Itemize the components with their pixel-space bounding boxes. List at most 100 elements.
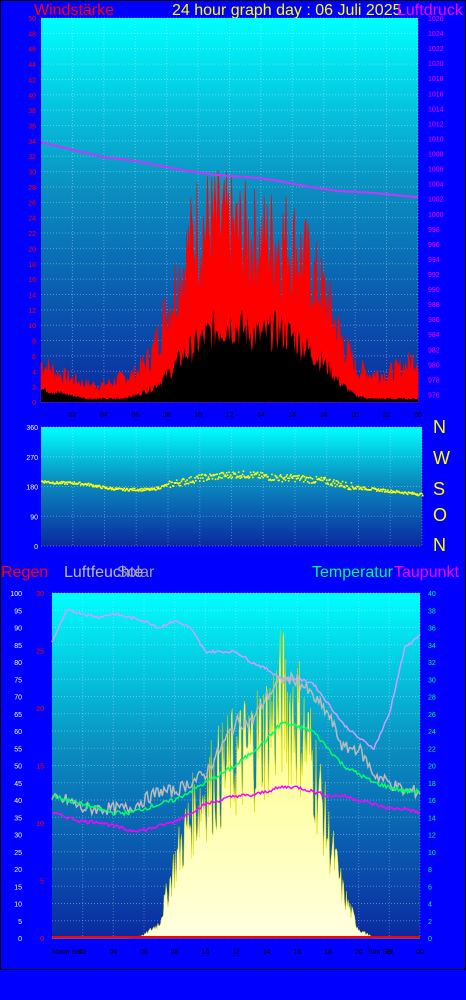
direction-point [323, 478, 326, 481]
direction-point [370, 489, 372, 491]
direction-point [260, 475, 263, 478]
direction-point [237, 476, 239, 478]
wind-y-tick-label: 34 [28, 139, 36, 146]
direction-point [372, 487, 375, 489]
direction-point [77, 482, 80, 485]
direction-point [273, 478, 276, 481]
direction-point [140, 490, 142, 492]
direction-point [359, 487, 361, 490]
direction-point [106, 487, 108, 489]
direction-point [119, 487, 122, 490]
wind-y-tick-label: 24 [28, 216, 36, 223]
direction-point [413, 492, 415, 494]
direction-point [179, 484, 182, 487]
direction-point [123, 487, 126, 490]
direction-point [360, 486, 362, 489]
wind-y-tick-label: 46 [28, 47, 36, 54]
direction-point [288, 477, 291, 480]
compass-south: S [433, 479, 446, 499]
humidity-y-tick-label: 95 [14, 608, 22, 615]
temperature-y-tick-label: 34 [428, 643, 436, 650]
direction-point [79, 481, 81, 484]
direction-y-tick-label: 180 [26, 485, 38, 492]
pressure-label: Luftdruck [397, 2, 463, 19]
direction-point [252, 471, 255, 473]
direction-point [389, 491, 392, 493]
direction-point [179, 482, 181, 484]
direction-point [156, 488, 159, 490]
direction-point [238, 475, 241, 478]
direction-point [88, 484, 91, 487]
direction-point [298, 474, 300, 477]
humidity-y-tick-label: 60 [14, 729, 22, 736]
pressure-y-tick-label: 1016 [428, 91, 444, 98]
direction-point [302, 481, 305, 483]
direction-point [409, 492, 411, 494]
temperature-y-tick-label: 10 [428, 850, 436, 857]
wind-speed-series [40, 170, 419, 403]
direction-point [322, 477, 325, 479]
pressure-y-tick-label: 1018 [428, 76, 444, 83]
direction-point [274, 474, 276, 477]
direction-point [258, 474, 261, 476]
direction-point [357, 485, 360, 488]
direction-point [333, 482, 336, 485]
direction-point [348, 487, 350, 489]
direction-point [64, 483, 66, 485]
rain-y-tick-label: 30 [36, 591, 44, 598]
direction-point [418, 494, 420, 497]
direction-point [209, 473, 211, 476]
direction-point [165, 485, 168, 487]
direction-point [98, 485, 101, 487]
direction-point [395, 491, 397, 494]
wind-x-tick-label: 12 [226, 412, 234, 419]
direction-point [181, 478, 184, 481]
direction-point [330, 482, 333, 485]
direction-point [110, 488, 113, 491]
direction-point [275, 475, 277, 478]
direction-point [237, 471, 240, 473]
direction-point [377, 488, 380, 490]
direction-point [139, 488, 141, 490]
direction-point [56, 480, 58, 483]
wind-y-tick-label: 44 [28, 62, 36, 69]
direction-point [99, 486, 102, 488]
direction-point [310, 482, 313, 484]
wind-y-tick-label: 26 [28, 200, 36, 207]
direction-point [344, 486, 346, 489]
weather-x-tick-label: 22 [385, 949, 393, 956]
direction-point [183, 478, 185, 481]
direction-point [226, 474, 229, 476]
direction-point [124, 490, 126, 492]
direction-y-tick-label: 90 [30, 514, 38, 521]
wind-y-tick-label: 12 [28, 308, 36, 315]
direction-point [319, 479, 322, 481]
direction-point [326, 479, 328, 481]
direction-point [297, 477, 299, 479]
direction-point [261, 472, 264, 474]
weather-x-tick-label: 06 [140, 949, 148, 956]
temperature-y-tick-label: 18 [428, 781, 436, 788]
direction-point [380, 489, 383, 491]
direction-point [412, 493, 415, 495]
direction-point [114, 488, 116, 491]
pressure-y-tick-label: 1022 [428, 46, 444, 53]
direction-point [387, 489, 389, 491]
direction-point [287, 477, 289, 479]
humidity-y-tick-label: 65 [14, 712, 22, 719]
wind-x-tick-label: 18 [320, 412, 328, 419]
humidity-y-tick-label: 30 [14, 833, 22, 840]
humidity-y-tick-label: 55 [14, 746, 22, 753]
direction-point [278, 479, 280, 482]
direction-point [202, 477, 204, 479]
weather-x-tick-label: 18 [324, 949, 332, 956]
direction-point [364, 487, 367, 490]
pressure-y-tick-label: 1004 [428, 182, 444, 189]
direction-point [337, 480, 339, 483]
direction-point [224, 474, 226, 476]
pressure-y-tick-label: 980 [428, 362, 440, 369]
direction-point [324, 476, 326, 479]
direction-point [194, 477, 196, 479]
direction-point [376, 490, 378, 492]
direction-point [192, 480, 195, 483]
